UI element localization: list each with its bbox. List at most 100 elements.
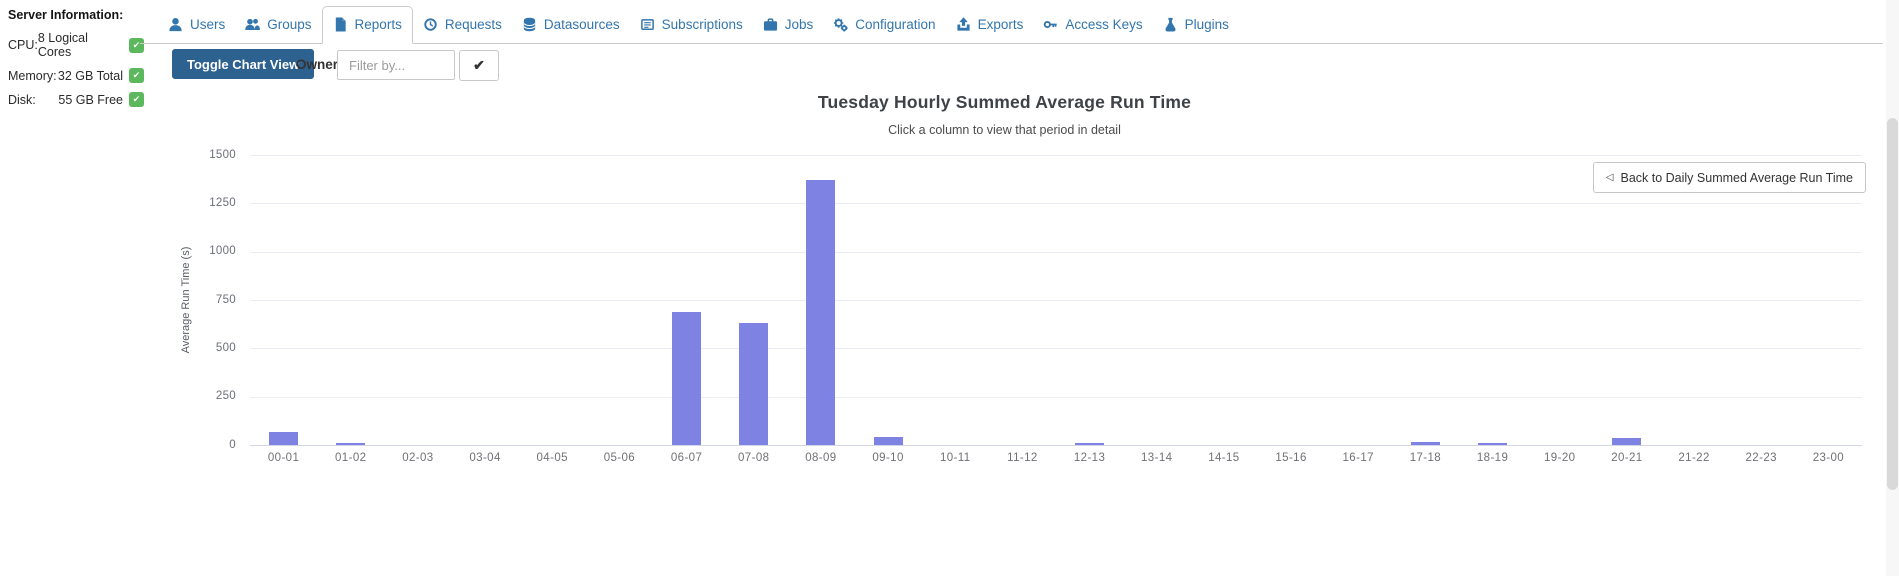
x-tick-label: 00-01 [267,452,300,464]
main-tab-bar: Users Groups Reports Requests Datasources Sub… [140,6,1883,44]
bar-09-10[interactable] [873,437,903,445]
tab-groups[interactable]: Groups [235,7,321,43]
server-info-row: Memory: 32 GB Total ✔ [8,68,144,83]
tab-label: Subscriptions [661,17,743,32]
back-button-label: Back to Daily Summed Average Run Time [1620,170,1853,185]
x-tick-label: 08-09 [805,452,837,464]
server-info-label: CPU: [8,38,38,52]
x-tick-label: 12-13 [1073,452,1106,464]
x-tick-label: 17-18 [1409,452,1442,464]
gridline [250,203,1862,205]
tab-label: Exports [977,17,1024,32]
tab-label: Configuration [855,17,936,32]
owner-filter-input[interactable] [337,50,455,80]
user-icon [168,17,183,32]
tab-requests[interactable]: Requests [413,7,512,43]
tab-jobs[interactable]: Jobs [753,7,824,43]
tab-label: Datasources [543,17,620,32]
chart-title: Tuesday Hourly Summed Average Run Time [817,92,1192,112]
bar-00-01[interactable] [269,431,299,445]
tab-datasources[interactable]: Datasources [512,7,630,43]
server-info-row: CPU: 8 Logical Cores ✔ [8,31,144,59]
x-tick-label: 19-20 [1544,452,1576,464]
x-tick-label: 14-15 [1208,452,1240,464]
flask-icon [1163,17,1178,32]
server-info-value: 8 Logical Cores [37,31,88,59]
tab-subscriptions[interactable]: Subscriptions [630,7,753,43]
server-info-rows: CPU: 8 Logical Cores ✔ Memory: 32 GB Total ✔ D… [8,31,150,107]
gridline [250,251,1862,253]
bar-08-09[interactable] [806,180,836,445]
gridline [250,155,1862,156]
gears-icon [833,17,848,32]
y-tick-label: 1500 [209,148,236,161]
gridline [250,300,1862,301]
chart-subtitle: Click a column to view that period in de… [888,123,1121,137]
database-icon [522,17,537,32]
bar-18-19[interactable] [1478,442,1508,445]
apply-filter-button[interactable]: ✔ [459,50,499,81]
bar-12-13[interactable] [1075,443,1105,445]
vertical-scrollbar[interactable] [1886,0,1899,576]
x-tick-label: 20-21 [1611,452,1643,464]
y-tick-label: 1000 [209,245,236,258]
gridline [250,348,1862,350]
x-tick-label: 01-02 [335,452,367,464]
x-tick-label: 10-11 [939,452,971,464]
owner-label: Owner [296,57,339,72]
x-tick-label: 09-10 [872,452,904,464]
tab-label: Users [190,17,226,32]
x-tick-label: 23-00 [1812,452,1845,464]
bar-17-18[interactable] [1410,441,1440,445]
server-info-value: 55 GB Free [58,92,123,107]
tab-configuration[interactable]: Configuration [823,7,945,43]
briefcase-icon [763,17,778,32]
file-icon [333,17,348,32]
history-icon [423,17,438,32]
x-tick-label: 16-17 [1342,452,1374,464]
tab-reports[interactable]: Reports [321,6,413,44]
bar-chart-plot-area: Average Run Time (s) 1500 1250 1000 750 500 2… [180,149,1862,451]
tab-plugins[interactable]: Plugins [1153,7,1239,43]
x-tick-label: 07-08 [738,452,770,464]
server-info-label: Disk: [8,92,36,107]
x-tick-label: 13-14 [1141,452,1173,464]
x-axis-line [250,445,1862,446]
bar-07-08[interactable] [739,323,769,445]
users-icon [245,17,261,32]
y-tick-label: 250 [215,390,236,403]
bar-06-07[interactable] [672,311,702,445]
x-axis-labels: 00-01 01-02 02-03 03-04 04-05 05-06 06-07 07-08… [250,452,1862,468]
check-badge-icon: ✔ [129,92,144,107]
x-tick-label: 15-16 [1275,452,1307,464]
scrollbar-thumb[interactable] [1887,118,1898,490]
upload-icon [956,17,971,32]
x-tick-label: 22-23 [1745,452,1777,464]
tab-label: Groups [267,17,312,32]
x-tick-label: 18-19 [1476,452,1509,464]
y-tick-label: 750 [215,293,236,306]
server-info-title: Server Information: [8,8,124,22]
back-to-daily-button[interactable]: ◁ Back to Daily Summed Average Run Time [1592,162,1866,193]
check-icon: ✔ [473,57,485,73]
gridline [250,396,1862,398]
key-icon [1043,17,1058,32]
x-tick-label: 06-07 [670,452,703,464]
x-tick-label: 05-06 [603,452,636,464]
bar-01-02[interactable] [336,443,366,445]
tab-label: Access Keys [1065,17,1143,32]
envelope-lines-icon [640,17,655,32]
x-tick-label: 02-03 [402,452,434,464]
bar-20-21[interactable] [1612,437,1642,445]
y-tick-label: 1250 [209,196,236,209]
server-info-panel: Server Information: CPU: 8 Logical Cores ✔… [0,0,150,107]
tab-label: Plugins [1184,17,1229,32]
x-tick-label: 03-04 [469,452,501,464]
tab-users[interactable]: Users [158,7,235,43]
tab-access-keys[interactable]: Access Keys [1033,7,1152,43]
toggle-chart-view-button[interactable]: Toggle Chart View [172,49,315,79]
check-badge-icon: ✔ [129,37,144,53]
tab-exports[interactable]: Exports [946,7,1034,43]
server-info-label: Memory: [8,68,57,83]
